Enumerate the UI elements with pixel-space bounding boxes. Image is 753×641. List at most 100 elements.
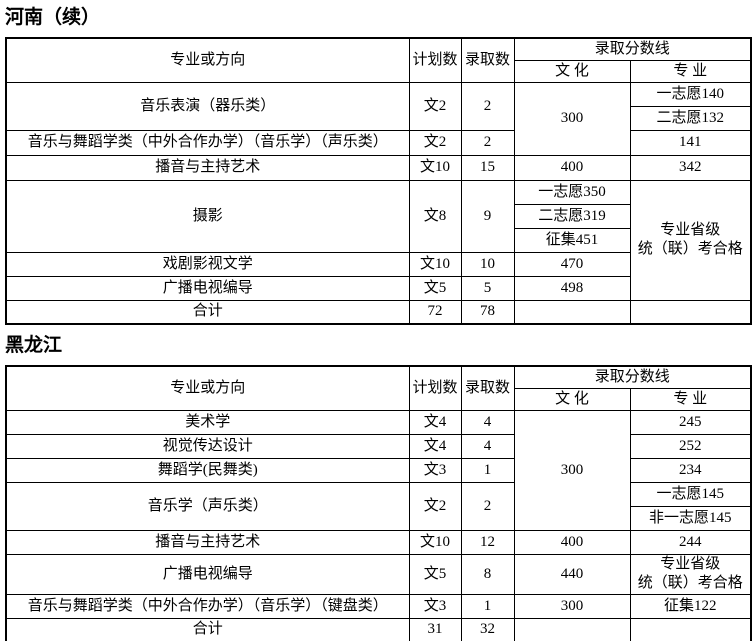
data-cell: 文3 xyxy=(408,593,462,619)
data-cell: 31 xyxy=(408,617,462,641)
data-cell: 非一志愿145 xyxy=(629,505,752,531)
header-row: 专业或方向 计划数 录取数 录取分数线 xyxy=(5,365,752,411)
data-cell: 2 xyxy=(460,81,515,131)
data-cell: 300 xyxy=(513,409,631,531)
data-cell: 音乐与舞蹈学类（中外合作办学）（音乐学）（键盘类） xyxy=(5,593,410,619)
data-cell: 8 xyxy=(460,553,515,595)
data-cell: 视觉传达设计 xyxy=(5,433,410,459)
data-cell: 1 xyxy=(460,593,515,619)
data-cell: 征集451 xyxy=(513,227,631,253)
table-row: 美术学 文4 4 300 245 xyxy=(5,409,752,531)
section-title-heilongjiang: 黑龙江 xyxy=(5,335,63,356)
province-section-henan: 河南（续） 专业或方向 计划数 录取数 录取分数线文 化专 业音乐表演（器乐类） 文2 2… xyxy=(4,7,753,325)
data-cell: 播音与主持艺术 xyxy=(5,154,410,181)
table-row: 非一志愿145 xyxy=(6,505,752,531)
data-cell: 二志愿132 xyxy=(629,105,752,131)
data-cell: 一志愿350 xyxy=(513,179,631,205)
header-cell: 录取数 xyxy=(460,37,515,83)
table-row: 广播电视编导 文5 5 498 xyxy=(5,275,751,301)
data-cell: 300 xyxy=(513,593,631,619)
table-row: 广播电视编导 文5 8 440 专业省级 统（联）考合格 xyxy=(5,553,752,595)
data-cell: 文10 xyxy=(408,529,462,555)
data-cell: 播音与主持艺术 xyxy=(5,529,410,555)
data-cell: 2 xyxy=(460,129,515,156)
table-row: 音乐表演（器乐类） 文2 2 300 一志愿140 xyxy=(5,81,752,156)
header-cell: 专业或方向 xyxy=(5,365,410,411)
data-cell: 一志愿140 xyxy=(629,81,752,107)
data-cell: 5 xyxy=(460,275,515,301)
data-cell: 文10 xyxy=(408,154,462,181)
data-cell: 234 xyxy=(629,457,752,483)
header-cell: 录取分数线 xyxy=(513,37,752,61)
data-cell: 498 xyxy=(513,275,631,301)
data-cell: 文2 xyxy=(408,129,462,156)
table-row: 戏剧影视文学 文10 10 470 xyxy=(5,251,751,277)
data-cell: 72 xyxy=(408,299,462,325)
data-cell: 141 xyxy=(629,129,752,156)
data-cell: 文2 xyxy=(408,481,462,531)
data-cell: 400 xyxy=(513,529,631,555)
data-cell: 4 xyxy=(460,409,515,435)
data-cell: 12 xyxy=(460,529,515,555)
data-cell: 美术学 xyxy=(5,409,410,435)
header-cell: 专 业 xyxy=(629,59,752,83)
data-cell: 文10 xyxy=(408,251,462,277)
data-cell: 10 xyxy=(460,251,515,277)
province-section-heilongjiang: 黑龙江 专业或方向 计划数 录取数 录取分数线文 化专 业美术学 文4 4 300 245 视觉… xyxy=(4,335,753,641)
data-cell: 440 xyxy=(513,553,631,595)
table-row: 征集451 xyxy=(6,227,751,253)
data-cell: 9 xyxy=(460,179,515,253)
data-cell: 245 xyxy=(629,409,752,435)
data-cell xyxy=(513,299,631,325)
data-cell: 专业省级 统（联）考合格 xyxy=(629,553,752,595)
data-cell: 244 xyxy=(629,529,752,555)
table-row: 合计 31 32 xyxy=(5,617,752,641)
data-cell: 专业省级 统（联）考合格 xyxy=(629,179,752,301)
data-cell: 78 xyxy=(460,299,515,325)
data-cell xyxy=(629,299,752,325)
header-cell: 计划数 xyxy=(408,37,462,83)
table-row: 播音与主持艺术 文10 15 400 342 xyxy=(5,154,752,181)
data-cell: 2 xyxy=(460,481,515,531)
data-cell: 戏剧影视文学 xyxy=(5,251,410,277)
header-cell: 文 化 xyxy=(513,387,631,411)
data-cell: 文2 xyxy=(408,81,462,131)
data-cell: 广播电视编导 xyxy=(5,275,410,301)
data-cell: 摄影 xyxy=(5,179,410,253)
table-row: 二志愿319 xyxy=(6,203,751,229)
data-cell: 舞蹈学(民舞类) xyxy=(5,457,410,483)
data-cell: 文5 xyxy=(408,553,462,595)
header-cell: 录取数 xyxy=(460,365,515,411)
data-cell: 合计 xyxy=(5,299,410,325)
header-cell: 专 业 xyxy=(629,387,752,411)
table-row: 音乐学（声乐类） 文2 2 一志愿145 xyxy=(5,481,752,531)
table-row: 音乐与舞蹈学类（中外合作办学）（音乐学）（键盘类） 文3 1 300 征集122 xyxy=(5,593,752,619)
table-row: 舞蹈学(民舞类) 文3 1 234 xyxy=(5,457,752,483)
data-cell: 广播电视编导 xyxy=(5,553,410,595)
header-row: 文 化专 业 xyxy=(6,387,752,411)
data-cell: 4 xyxy=(460,433,515,459)
data-cell: 一志愿145 xyxy=(629,481,752,507)
data-cell: 音乐表演（器乐类） xyxy=(5,81,410,131)
data-cell: 音乐与舞蹈学类（中外合作办学）（音乐学）（声乐类） xyxy=(5,129,410,156)
data-cell: 文5 xyxy=(408,275,462,301)
header-row: 文 化专 业 xyxy=(6,59,752,83)
data-cell: 合计 xyxy=(5,617,410,641)
header-cell: 录取分数线 xyxy=(513,365,752,389)
data-cell: 二志愿319 xyxy=(513,203,631,229)
data-cell: 文4 xyxy=(408,409,462,435)
data-cell xyxy=(629,617,752,641)
header-cell: 文 化 xyxy=(513,59,631,83)
data-cell: 文8 xyxy=(408,179,462,253)
admission-score-table-heilongjiang: 专业或方向 计划数 录取数 录取分数线文 化专 业美术学 文4 4 300 245 视觉传达设计… xyxy=(5,365,753,641)
data-cell xyxy=(513,617,631,641)
data-cell: 征集122 xyxy=(629,593,752,619)
data-cell: 文3 xyxy=(408,457,462,483)
data-cell: 音乐学（声乐类） xyxy=(5,481,410,531)
data-cell: 文4 xyxy=(408,433,462,459)
data-cell: 342 xyxy=(629,154,752,181)
header-row: 专业或方向 计划数 录取数 录取分数线 xyxy=(5,37,752,83)
data-cell: 252 xyxy=(629,433,752,459)
table-row: 摄影 文8 9 一志愿350 专业省级 统（联）考合格 xyxy=(5,179,752,301)
